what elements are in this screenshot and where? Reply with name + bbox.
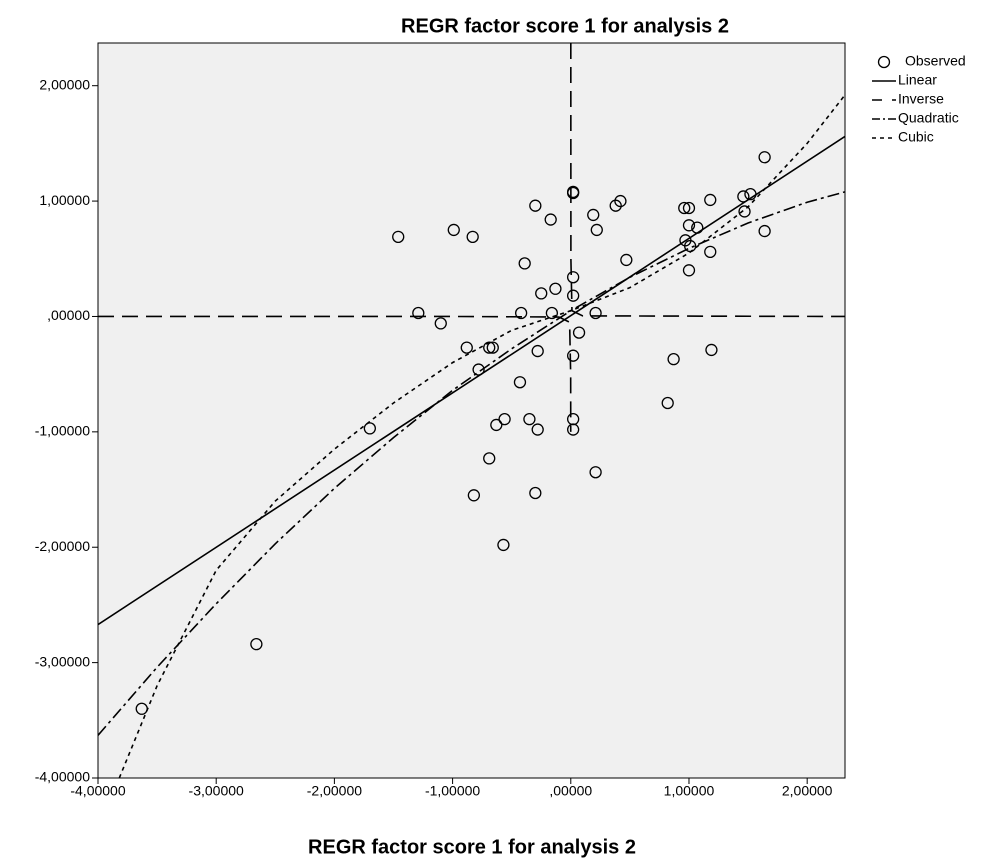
observed-point — [412, 306, 425, 320]
fit-line — [118, 94, 845, 778]
observed-point — [566, 271, 580, 284]
observed-point — [609, 199, 622, 212]
observed-point — [467, 489, 481, 502]
legend-label: Inverse — [898, 91, 944, 107]
legend-label: Linear — [898, 72, 937, 88]
x-tick-label: 2,00000 — [782, 783, 833, 799]
observed-point — [589, 466, 602, 479]
y-tick-label: 2,00000 — [39, 76, 90, 92]
observed-point — [434, 317, 447, 330]
observed-point — [572, 326, 586, 339]
observed-point — [466, 230, 479, 243]
observed-point — [758, 224, 771, 238]
plot-content — [98, 43, 845, 778]
observed-point — [514, 306, 528, 320]
legend-label: Quadratic — [898, 110, 959, 126]
observed-point — [682, 219, 696, 232]
observed-point — [620, 253, 633, 267]
observed-point — [460, 341, 473, 354]
observed-point — [587, 208, 600, 222]
fit-line — [98, 191, 845, 736]
observed-point — [513, 376, 527, 389]
observed-point — [497, 538, 510, 552]
x-tick-label: -3,00000 — [189, 783, 244, 799]
y-tick-label: -1,00000 — [35, 423, 90, 439]
observed-point — [566, 289, 580, 302]
y-tick-label: ,00000 — [47, 307, 90, 323]
legend-label: Cubic — [898, 129, 934, 145]
observed-point — [545, 306, 559, 320]
x-tick-label: -4,00000 — [70, 783, 125, 799]
y-tick-label: -3,00000 — [35, 653, 90, 669]
observed-point — [661, 396, 674, 410]
y-tick-label: -4,00000 — [35, 769, 90, 785]
observed-point — [535, 287, 548, 300]
legend-label: Observed — [905, 53, 966, 69]
observed-point — [590, 223, 603, 237]
observed-point — [483, 452, 496, 465]
x-axis-label: REGR factor score 1 for analysis 2 — [308, 836, 636, 858]
observed-point — [363, 422, 377, 435]
observed-point — [682, 264, 696, 277]
observed-point — [544, 213, 557, 226]
observed-point — [392, 230, 405, 243]
observed-point — [705, 343, 718, 357]
observed-point — [490, 418, 503, 432]
plot-area — [97, 42, 846, 779]
observed-point — [682, 201, 696, 215]
observed-point — [549, 282, 562, 295]
x-tick-label: ,00000 — [549, 783, 592, 799]
y-tick-label: 1,00000 — [39, 192, 90, 208]
x-tick-label: -2,00000 — [307, 783, 362, 799]
legend-symbol — [877, 55, 891, 69]
observed-point — [614, 194, 627, 208]
observed-point — [678, 201, 691, 215]
observed-point — [758, 151, 771, 164]
observed-point — [704, 245, 717, 258]
observed-point — [529, 486, 542, 500]
observed-point — [566, 186, 580, 200]
observed-point — [667, 353, 680, 366]
observed-point — [523, 413, 536, 426]
observed-point — [486, 341, 499, 354]
observed-point — [704, 193, 717, 207]
observed-point — [531, 344, 544, 358]
chart-title: REGR factor score 1 for analysis 2 — [401, 15, 729, 37]
fit-line — [98, 135, 845, 626]
observed-point — [498, 413, 511, 426]
observed-point — [738, 205, 751, 218]
observed-point — [566, 423, 580, 436]
observed-point — [566, 349, 580, 362]
y-tick-label: -2,00000 — [35, 538, 90, 554]
x-tick-label: -1,00000 — [425, 783, 480, 799]
observed-point — [589, 306, 602, 320]
observed-point — [447, 223, 460, 237]
observed-point — [518, 257, 531, 270]
x-tick-label: 1,00000 — [664, 783, 715, 799]
observed-point — [529, 199, 542, 212]
observed-point — [250, 638, 263, 651]
observed-point — [531, 423, 544, 436]
